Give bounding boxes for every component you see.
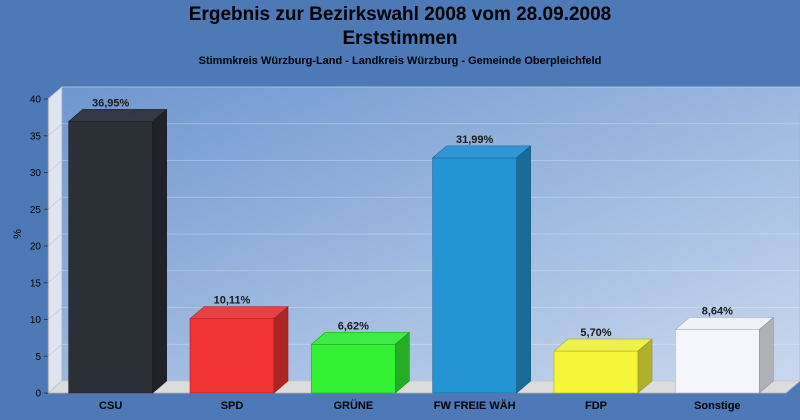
gridline-side <box>47 196 63 210</box>
gridline-side <box>47 233 63 247</box>
chart-caption: Stimmkreis Würzburg-Land - Landkreis Wür… <box>198 55 602 67</box>
bar-side <box>759 316 774 394</box>
gridlines <box>47 86 800 394</box>
bar-side <box>152 108 167 394</box>
bar-top <box>310 332 411 345</box>
y-tick-label: 40 <box>30 95 42 106</box>
x-tick-label: FDP <box>585 400 607 412</box>
y-tick-label: 10 <box>30 315 42 326</box>
y-tick-label: 5 <box>35 352 41 363</box>
bars: 36,95% 10,11% 6,62% 31,99% 5,70% 8,64% <box>67 97 775 394</box>
bar-front <box>189 318 275 394</box>
x-tick-label: Sonstige <box>694 400 740 412</box>
data-label: 10,11% <box>214 295 251 307</box>
y-tick-label: 30 <box>30 168 42 179</box>
x-tick-label: SPD <box>221 400 244 412</box>
data-label: 36,95% <box>92 97 130 109</box>
gridline-side <box>47 380 63 394</box>
data-label: 8,64% <box>702 305 733 317</box>
bar-front <box>311 344 396 394</box>
bar-front <box>68 121 153 394</box>
bar-sonstige: 8,64% <box>674 305 775 394</box>
data-label: 5,70% <box>580 327 611 339</box>
x-tick-label: CSU <box>99 400 122 412</box>
bar-top <box>431 145 532 159</box>
bar-fw-freie-wäh: 31,99% <box>431 134 532 394</box>
bar-top <box>67 109 168 122</box>
bar-front <box>432 157 517 394</box>
gridline-side <box>47 307 63 320</box>
y-tick-label: 25 <box>30 205 42 216</box>
y-tick-label: 35 <box>30 131 42 142</box>
chart-title: Ergebnis zur Bezirkswahl 2008 vom 28.09.… <box>188 4 612 25</box>
data-label: 6,62% <box>338 320 369 332</box>
y-tick-label: 15 <box>30 278 42 289</box>
bar-side <box>637 338 653 394</box>
bar-top <box>553 338 653 352</box>
bar-grüne: 6,62% <box>310 320 411 394</box>
gridline-side <box>47 343 63 357</box>
data-label: 31,99% <box>456 134 494 146</box>
bar-top <box>674 317 775 330</box>
y-axis: 0 5 10 15 20 25 30 35 40 <box>30 95 49 400</box>
gridline-side <box>47 270 63 284</box>
bar-front <box>675 329 760 394</box>
bar-top <box>189 306 289 319</box>
bar-front <box>553 350 639 394</box>
gridline-side <box>47 123 63 137</box>
x-tick-label: FW FREIE WÄH <box>434 399 516 412</box>
gridline-side <box>47 86 63 100</box>
y-tick-label: 20 <box>30 242 42 253</box>
bar-side <box>395 331 410 394</box>
bar-side <box>273 306 289 394</box>
y-tick-label: 0 <box>35 389 41 400</box>
y-axis-label: % <box>12 229 24 239</box>
bar-csu: 36,95% <box>67 97 168 394</box>
chart-subtitle: Erststimmen <box>342 28 458 49</box>
gridline-side <box>47 160 63 173</box>
bar-side <box>516 145 531 394</box>
x-axis: CSU SPD GRÜNE FW FREIE WÄH FDP Sonstige <box>99 399 741 412</box>
bar-fdp: 5,70% <box>553 327 653 394</box>
bar-spd: 10,11% <box>189 295 289 394</box>
x-tick-label: GRÜNE <box>333 399 373 412</box>
